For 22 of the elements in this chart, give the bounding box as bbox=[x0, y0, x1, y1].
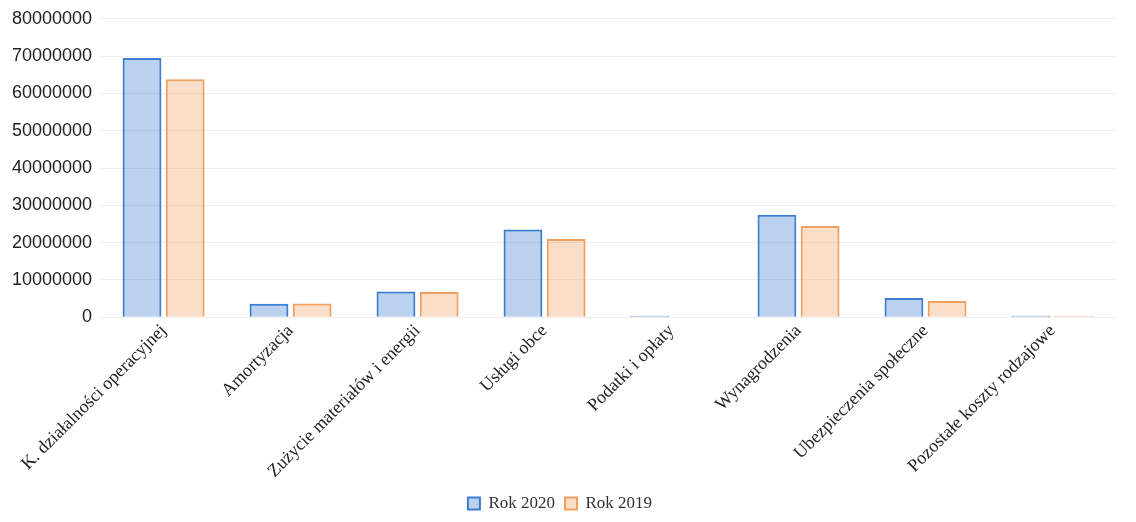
bar bbox=[800, 225, 840, 317]
y-tick-label: 0 bbox=[82, 306, 93, 327]
legend-label: Rok 2019 bbox=[585, 492, 653, 512]
y-tick-label: 80000000 bbox=[11, 7, 93, 28]
bar bbox=[757, 214, 797, 317]
y-tick-label: 50000000 bbox=[11, 119, 93, 140]
y-tick-label: 70000000 bbox=[11, 45, 93, 66]
bar bbox=[927, 300, 967, 317]
y-tick-label: 20000000 bbox=[11, 231, 93, 252]
bar bbox=[376, 291, 416, 317]
bar bbox=[292, 303, 332, 317]
bar bbox=[419, 291, 459, 317]
y-tick-label: 60000000 bbox=[11, 82, 93, 103]
bar bbox=[503, 229, 543, 317]
y-tick-label: 10000000 bbox=[11, 268, 93, 289]
legend-label: Rok 2020 bbox=[488, 492, 555, 512]
bar bbox=[546, 238, 586, 317]
y-tick-label: 40000000 bbox=[11, 157, 93, 178]
y-tick-label: 30000000 bbox=[11, 194, 93, 215]
bar bbox=[884, 297, 924, 317]
bar bbox=[165, 79, 205, 317]
bar bbox=[122, 57, 162, 317]
